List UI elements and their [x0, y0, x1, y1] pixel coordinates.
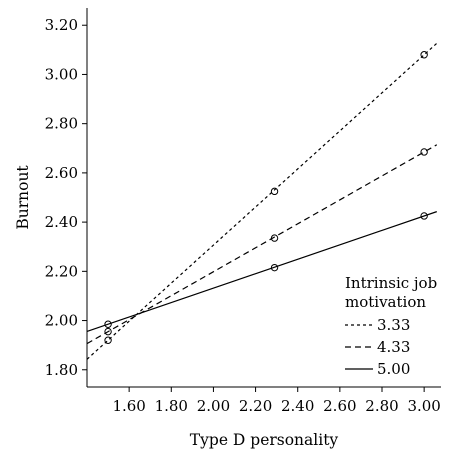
y-tick-label: 2.20	[45, 262, 78, 280]
series-line-3.33	[86, 42, 438, 360]
x-tick-label: 1.60	[112, 397, 145, 415]
legend-title: Intrinsic job	[345, 274, 437, 292]
data-point-3.33	[420, 51, 428, 59]
x-axis-title: Type D personality	[190, 431, 339, 449]
x-tick-label: 3.00	[407, 397, 440, 415]
data-point-5.00	[420, 212, 428, 220]
data-point-3.33	[270, 187, 279, 196]
series-line-5.00	[86, 211, 437, 333]
x-tick-label: 2.00	[197, 397, 230, 415]
legend-title: motivation	[345, 293, 426, 311]
data-point-4.33	[270, 234, 279, 242]
x-tick-label: 2.20	[239, 397, 272, 415]
y-tick-label: 2.40	[45, 213, 78, 231]
x-tick-label: 2.60	[323, 397, 356, 415]
x-tick-label: 2.40	[281, 397, 314, 415]
axes: 1.80 2.00 2.20 2.40 2.60 2.80 3.00 3.20 1.60 1.80…	[45, 8, 441, 415]
y-tick-label: 2.00	[45, 312, 78, 330]
legend-label-3.33: 3.33	[377, 316, 410, 334]
legend-label-4.33: 4.33	[377, 338, 410, 356]
x-tick-label: 1.80	[155, 397, 188, 415]
data-point-3.33	[104, 336, 112, 344]
data-point-4.33	[420, 148, 428, 156]
series-lines	[86, 42, 438, 360]
y-tick-label: 3.20	[45, 16, 78, 34]
legend-label-5.00: 5.00	[377, 360, 410, 378]
y-tick-label: 2.60	[45, 164, 78, 182]
y-axis-title: Burnout	[14, 165, 32, 230]
data-point-5.00	[104, 320, 112, 328]
series-line-4.33	[86, 144, 438, 345]
y-tick-label: 1.80	[45, 361, 78, 379]
data-point-4.33	[104, 327, 112, 336]
y-tick-label: 2.80	[45, 115, 78, 133]
data-point-5.00	[270, 263, 279, 272]
x-tick-label: 2.80	[365, 397, 398, 415]
y-tick-label: 3.00	[45, 65, 78, 83]
